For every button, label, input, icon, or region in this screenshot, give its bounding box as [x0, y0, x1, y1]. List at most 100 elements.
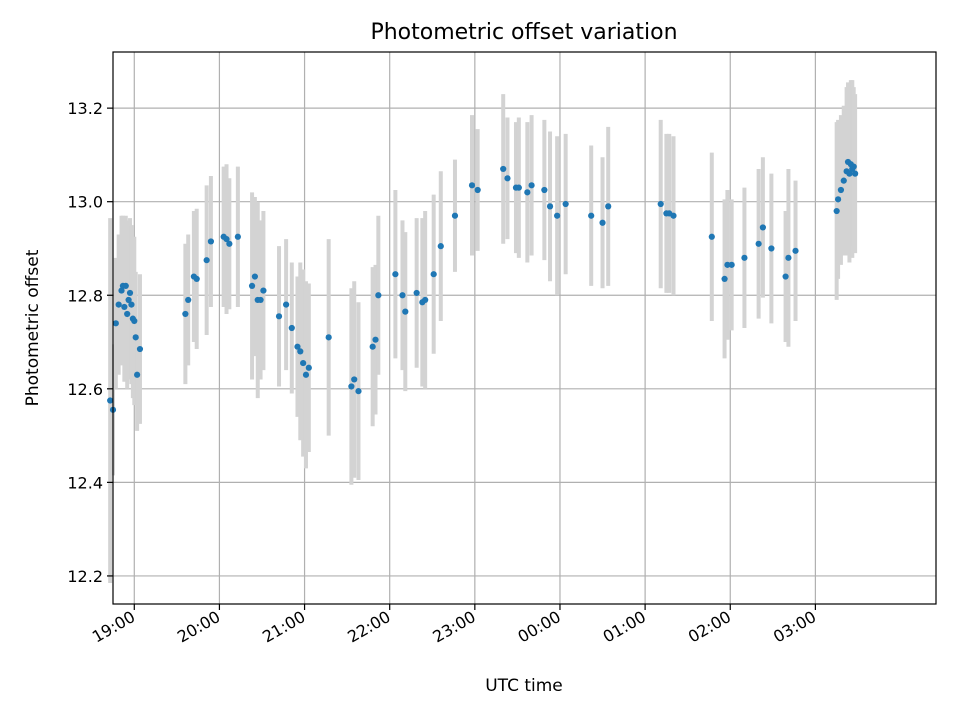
data-point [588, 212, 595, 219]
data-point [741, 254, 748, 261]
data-point [657, 200, 664, 208]
data-point [126, 289, 134, 297]
x-tick-label: 00:00 [515, 607, 564, 647]
data-point [474, 186, 481, 194]
error-bars [108, 80, 858, 583]
data-point [297, 348, 304, 355]
data-point [846, 170, 853, 177]
chart-title: Photometric offset variation [370, 20, 677, 45]
data-point [554, 212, 561, 219]
data-point [515, 184, 522, 191]
data-point [852, 170, 859, 177]
y-tick-label: 12.4 [67, 473, 103, 492]
data-point [115, 301, 122, 308]
data-point [528, 182, 535, 189]
data-point [122, 282, 129, 289]
data-point [275, 313, 283, 320]
data-point [837, 186, 845, 194]
data-point [833, 207, 840, 215]
data-point [251, 273, 258, 280]
data-point [248, 282, 256, 289]
grid-lines [113, 52, 936, 604]
data-point [708, 233, 715, 240]
data-point [223, 236, 230, 243]
data-point [234, 233, 241, 240]
data-point [840, 177, 847, 184]
data-point [182, 310, 189, 318]
data-point [728, 261, 735, 268]
data-point [325, 334, 332, 341]
data-point [546, 203, 554, 210]
data-point [422, 296, 429, 304]
data-point [372, 336, 379, 343]
x-tick-label: 01:00 [600, 607, 649, 647]
plot-frame [112, 51, 937, 605]
data-point [599, 219, 606, 226]
data-point [351, 376, 358, 383]
data-point [430, 271, 437, 278]
data-point [402, 308, 409, 315]
y-tick-label: 12.6 [67, 380, 103, 399]
data-point [207, 238, 215, 245]
x-tick-label: 21:00 [259, 607, 308, 647]
data-point [300, 359, 307, 367]
data-point [369, 343, 376, 350]
data-point [755, 240, 762, 247]
data-point [185, 296, 192, 304]
data-point [121, 303, 128, 311]
data-point [375, 292, 382, 299]
data-point [721, 275, 728, 282]
data-point [131, 317, 138, 325]
y-tick-label: 12.8 [67, 286, 103, 305]
data-point [260, 287, 267, 294]
data-point [834, 196, 842, 203]
x-tick-label: 03:00 [770, 607, 819, 647]
data-point [782, 273, 789, 280]
data-point [193, 275, 200, 282]
data-point [302, 371, 310, 378]
data-point [468, 182, 476, 189]
data-point [283, 301, 290, 308]
data-point [792, 247, 799, 254]
data-point [785, 254, 792, 261]
data-point [294, 343, 301, 350]
data-point [118, 287, 125, 294]
data-point [107, 397, 114, 404]
y-tick-label: 12.2 [67, 567, 103, 586]
x-tick-label: 23:00 [429, 607, 478, 647]
data-point [451, 212, 459, 219]
data-points [107, 158, 859, 413]
data-point [724, 261, 731, 268]
axis-ticks: 19:00 20:00 21:00 22:00 23:00 00:00 01:00 02:00… [67, 99, 819, 646]
data-point [504, 175, 511, 182]
data-point [392, 271, 399, 278]
data-point [759, 224, 766, 231]
x-tick-label: 22:00 [344, 607, 393, 647]
data-point [136, 345, 144, 353]
x-tick-label: 02:00 [685, 607, 734, 647]
data-point [605, 203, 612, 210]
data-point [124, 310, 131, 318]
y-axis-label: Photometric offset [23, 249, 43, 406]
data-point [562, 200, 569, 208]
data-point [437, 243, 444, 250]
x-tick-label: 20:00 [174, 607, 223, 647]
data-point [399, 292, 406, 299]
data-point [348, 383, 355, 390]
data-point [226, 240, 233, 247]
x-axis-label: UTC time [485, 676, 563, 696]
data-point [670, 212, 677, 219]
data-point [112, 320, 119, 327]
data-point [768, 245, 775, 252]
data-point [500, 165, 507, 173]
data-point [203, 257, 210, 264]
y-tick-label: 13.0 [67, 193, 103, 212]
y-tick-label: 13.2 [67, 99, 103, 118]
data-point [305, 364, 312, 371]
x-tick-label: 19:00 [89, 607, 138, 647]
data-point [413, 289, 420, 297]
data-point [355, 388, 362, 395]
data-point [257, 296, 264, 304]
data-point [288, 324, 295, 332]
